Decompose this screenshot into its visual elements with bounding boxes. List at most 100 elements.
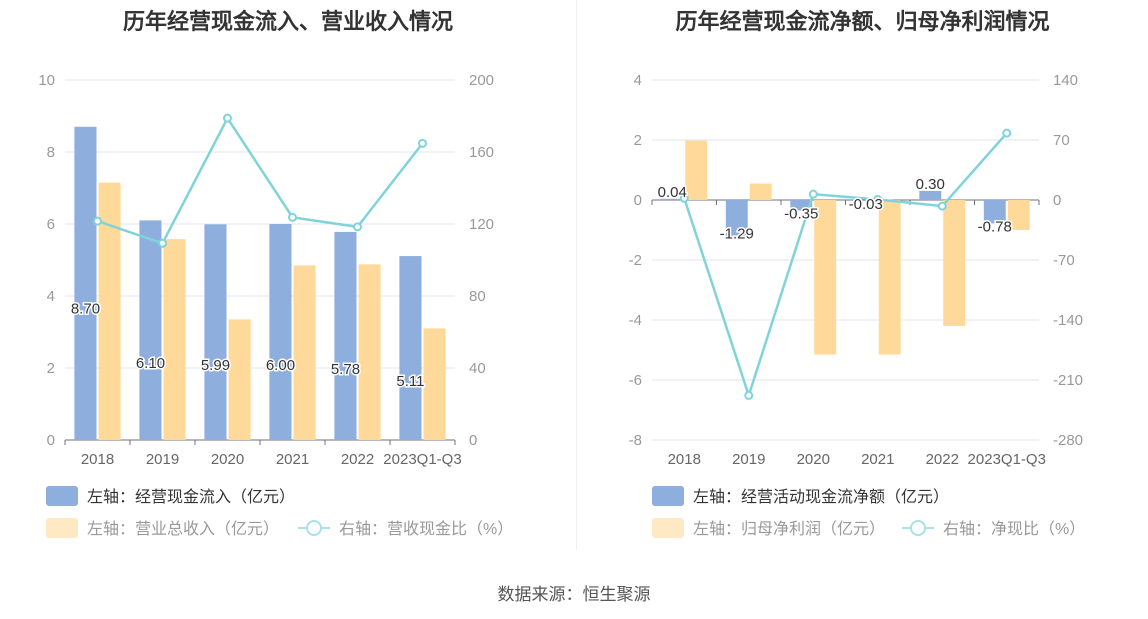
left-axis-tick-label: 4 [47, 288, 55, 305]
bar-series2 [814, 200, 837, 355]
bar-data-label: 0.04 [658, 184, 687, 201]
legend-swatch-bar2 [652, 518, 684, 538]
bar-series1 [204, 224, 227, 440]
right-axis-tick-label: 120 [469, 216, 494, 233]
left-axis-tick-label: 2 [47, 360, 55, 377]
line-point [223, 113, 232, 123]
bar-series2 [878, 200, 901, 355]
legend-swatch-bar2 [46, 518, 78, 538]
left-chart-svg: 0 2 4 6 8 10 0 40 80 120 160 200 2018 2019 2020 2021 202… [38, 72, 513, 538]
left-axis-tick-label: 0 [634, 192, 642, 209]
bar-series1 [790, 200, 813, 211]
bar-series1 [74, 126, 97, 441]
bar-series1 [725, 200, 748, 239]
line-series [97, 115, 424, 245]
legend-swatch-bar1 [46, 486, 78, 506]
right-axis-tick-label: 0 [1053, 192, 1061, 209]
right-axis-tick-label: 0 [469, 432, 477, 449]
legend-label: 左轴：归母净利润（亿元） [693, 520, 885, 538]
bar-data-label: 6.10 [136, 355, 165, 372]
line-point [158, 238, 167, 248]
line-point [937, 201, 947, 211]
bar-data-label: 8.70 [71, 300, 100, 317]
left-axis-tick-label: 8 [47, 144, 55, 161]
right-chart-svg: -8 -6 -4 -2 0 2 4 -280 -210 -140 -70 0 70 140 2018 2019… [629, 72, 1085, 538]
line-point [418, 138, 427, 148]
right-chart-panel: 历年经营现金流净额、归母净利润情况 -8 -6 -4 -2 0 2 4 -280 -210 -14… [577, 0, 1148, 560]
left-axis-tick-label: 0 [47, 432, 55, 449]
bar-series2 [98, 182, 121, 440]
bar-series1 [269, 224, 292, 440]
legend-swatch-line-marker [306, 520, 322, 536]
bar-series2 [163, 239, 186, 440]
data-source-note: 数据来源：恒生聚源 [497, 585, 651, 604]
bar-series1 [399, 256, 422, 440]
line-series [683, 132, 1008, 400]
right-axis-tick-label: -70 [1053, 252, 1075, 269]
bar-data-label: -0.35 [784, 206, 818, 223]
right-axis-tick-label: 200 [469, 72, 494, 89]
left-axis-tick-label: 4 [634, 72, 642, 89]
left-axis-tick-label: 2 [634, 132, 642, 149]
legend-swatch-bar1 [652, 486, 684, 506]
bar-series1 [139, 220, 162, 440]
x-axis-category-label: 2021 [861, 451, 894, 468]
panel-divider [576, 0, 577, 550]
bar-series2 [358, 264, 381, 440]
legend-swatch-line-marker [910, 520, 926, 536]
legend-label: 右轴：净现比（%） [943, 520, 1085, 538]
right-axis-tick-label: 70 [1053, 132, 1070, 149]
legend-label: 左轴：经营现金流入（亿元） [87, 488, 295, 506]
bar-series1 [854, 200, 877, 201]
bar-series1 [983, 200, 1006, 224]
left-axis-tick-label: -2 [629, 252, 642, 269]
left-chart-panel: 历年经营现金流入、营业收入情况 0 2 4 6 8 10 0 40 80 120 160 200 201… [0, 0, 576, 560]
line-point [873, 194, 883, 204]
bar-data-label: 6.00 [266, 357, 295, 374]
x-axis-category-label: 2022 [926, 451, 959, 468]
bar-series1 [919, 191, 942, 200]
bar-data-label: -0.78 [978, 218, 1012, 235]
line-point [1002, 128, 1012, 138]
bar-series2 [943, 200, 966, 326]
chart-title: 历年经营现金流入、营业收入情况 [122, 9, 453, 34]
line-point [744, 390, 754, 400]
bar-series2 [293, 265, 316, 440]
right-axis-tick-label: -140 [1053, 312, 1083, 329]
left-axis-tick-label: -8 [629, 432, 642, 449]
chart-title: 历年经营现金流净额、归母净利润情况 [675, 9, 1050, 34]
right-axis-tick-label: -280 [1053, 432, 1083, 449]
x-axis-category-label: 2023Q1-Q3 [383, 451, 461, 468]
bar-series2 [685, 140, 708, 200]
line-point [93, 216, 102, 226]
bar-data-label: -1.29 [720, 226, 754, 243]
bar-series2 [423, 328, 446, 440]
x-axis-category-label: 2018 [668, 451, 701, 468]
bar-series2 [749, 183, 772, 200]
right-axis-tick-label: 80 [469, 288, 486, 305]
x-axis-category-label: 2018 [81, 451, 114, 468]
x-axis-category-label: 2019 [146, 451, 179, 468]
bar-series2 [1007, 200, 1030, 230]
legend-label: 左轴：经营活动现金流净额（亿元） [693, 488, 949, 506]
right-axis-tick-label: 40 [469, 360, 486, 377]
line-point [353, 222, 362, 232]
right-axis-tick-label: 160 [469, 144, 494, 161]
line-point [679, 193, 689, 203]
x-axis-category-label: 2019 [732, 451, 765, 468]
left-axis-tick-label: 10 [38, 72, 55, 89]
bar-series1 [661, 198, 684, 200]
right-axis-tick-label: -210 [1053, 372, 1083, 389]
bar-data-label: 5.99 [201, 357, 230, 374]
bar-series1 [334, 231, 357, 440]
left-axis-tick-label: -4 [629, 312, 642, 329]
x-axis-category-label: 2020 [797, 451, 830, 468]
x-axis-category-label: 2020 [211, 451, 244, 468]
legend-label: 左轴：营业总收入（亿元） [87, 520, 279, 538]
left-axis-tick-label: 6 [47, 216, 55, 233]
x-axis-category-label: 2021 [276, 451, 309, 468]
left-axis-tick-label: -6 [629, 372, 642, 389]
bar-series2 [228, 319, 251, 440]
line-point [808, 189, 818, 199]
right-axis-tick-label: 140 [1053, 72, 1078, 89]
